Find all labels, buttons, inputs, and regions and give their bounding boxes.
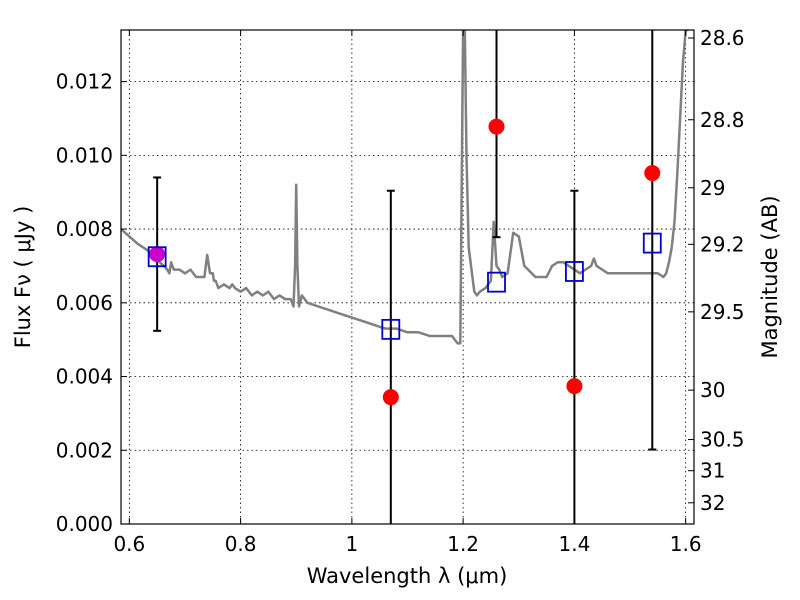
y-tick-label: 0.012 <box>56 70 113 94</box>
data-layer <box>121 30 689 524</box>
observed-point <box>566 378 583 395</box>
spectrum-line <box>121 30 689 345</box>
observed-point <box>644 165 661 182</box>
observed-point <box>488 118 505 135</box>
y-tick-label: 0.006 <box>56 291 113 315</box>
x-tick-label: 1.4 <box>558 532 590 556</box>
model-photometry-point <box>487 271 506 293</box>
y-tick-label: 0.000 <box>56 512 113 536</box>
x-tick-label: 1.2 <box>447 532 479 556</box>
observed-point <box>149 246 166 263</box>
x-tick-label: 1 <box>346 532 359 556</box>
observed-point <box>382 389 399 406</box>
plot-area <box>121 30 694 524</box>
y2-tick-label: 31 <box>700 459 725 483</box>
y-tick-label: 0.008 <box>56 217 113 241</box>
y-tick-label: 0.010 <box>56 143 113 167</box>
grid <box>121 30 694 524</box>
x-tick-label: 0.6 <box>113 532 145 556</box>
y2-axis-title: Magnitude (AB) <box>758 195 782 358</box>
model-photometry-point <box>147 246 167 268</box>
y2-tick-label: 29.5 <box>700 300 745 324</box>
axes: 0.6 0.8 1 1.2 1.4 1.6 0.000 0.002 0.004 0.006 0.00… <box>56 26 745 556</box>
x-tick-label: 1.6 <box>670 532 702 556</box>
plot-frame <box>120 29 695 525</box>
y2-tick-label: 29 <box>700 176 725 200</box>
model-photometry-point <box>642 232 662 254</box>
x-tick-label: 0.8 <box>225 532 257 556</box>
y2-tick-label: 28.8 <box>700 108 745 132</box>
y2-tick-label: 30 <box>700 378 725 402</box>
y2-tick-label: 28.6 <box>700 26 745 50</box>
y2-tick-label: 29.2 <box>700 232 745 256</box>
y-axis-title: Flux Fν ( μJy ) <box>11 206 35 349</box>
model-photometry-point <box>564 261 584 282</box>
y2-tick-label: 32 <box>700 491 725 515</box>
y-tick-label: 0.002 <box>56 438 113 462</box>
x-axis-title: Wavelength λ (μm) <box>307 564 508 588</box>
y-tick-label: 0.004 <box>56 365 113 389</box>
model-photometry-point <box>381 318 401 340</box>
y2-tick-label: 30.5 <box>700 428 745 452</box>
